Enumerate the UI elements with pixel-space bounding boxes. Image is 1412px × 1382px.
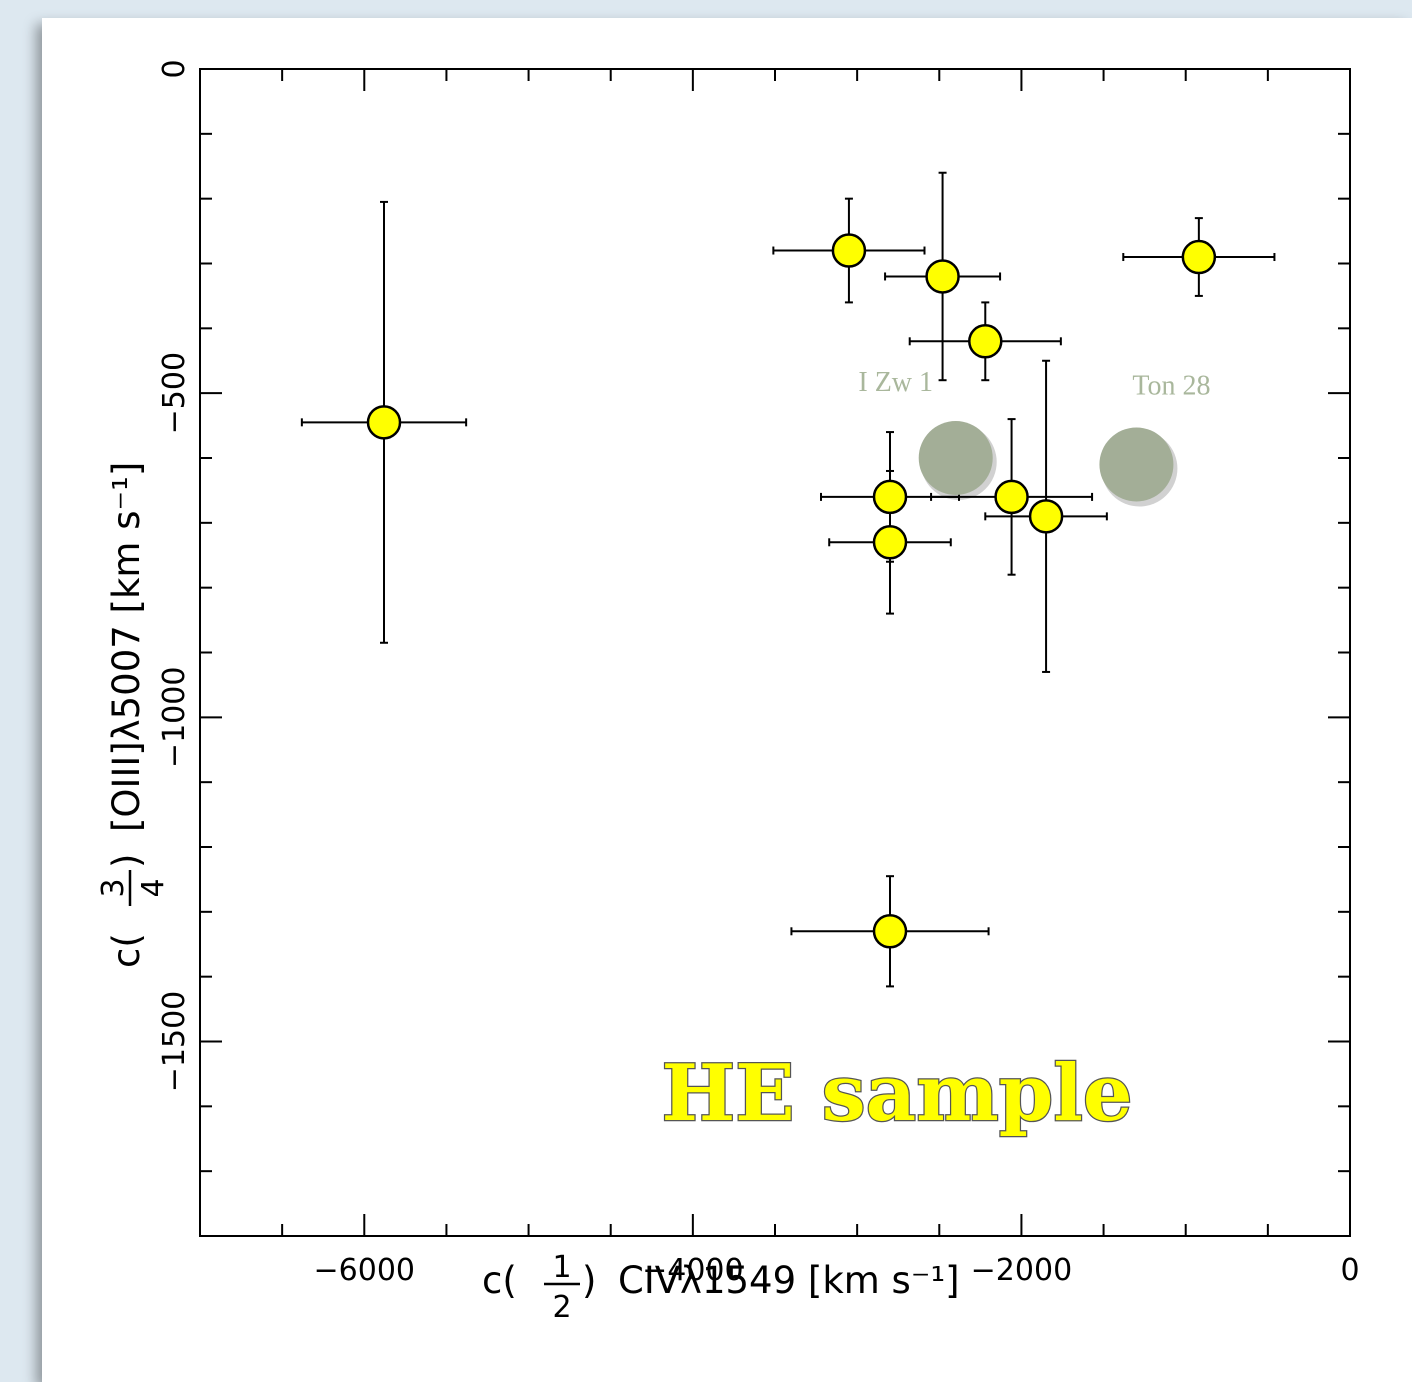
x-label-rest: CIVλ1549 [km s⁻¹] xyxy=(618,1259,960,1302)
x-tick-label: −6000 xyxy=(314,1253,415,1288)
data-point xyxy=(1181,239,1217,275)
data-point xyxy=(968,324,1003,359)
x-tick-label: −2000 xyxy=(971,1253,1072,1288)
y-tick-label: −1000 xyxy=(157,667,192,768)
x-label-den: 2 xyxy=(552,1290,571,1325)
scatter-chart: −6000 −4000 −2000 0 0 −500 −1000 −1500 I Zw 1 T… xyxy=(96,59,1360,1325)
x-label-num: 1 xyxy=(552,1250,571,1285)
x-tick-label: −4000 xyxy=(642,1253,743,1288)
y-tick-label: −500 xyxy=(157,352,192,434)
x-tick-label: 0 xyxy=(1340,1253,1359,1288)
y-label-num: 3 xyxy=(96,878,131,897)
error-bars xyxy=(300,171,1276,988)
x-label-close: ) xyxy=(582,1259,596,1302)
y-label-c: c( xyxy=(105,933,148,968)
data-point xyxy=(994,479,1029,515)
data-point xyxy=(872,914,908,949)
reference-point-label: I Zw 1 xyxy=(858,367,933,398)
reference-points: I Zw 1 Ton 28 xyxy=(858,367,1211,507)
reference-point-label: Ton 28 xyxy=(1132,370,1210,401)
data-point xyxy=(872,479,908,515)
axis-ticks xyxy=(199,68,1351,1237)
y-label-rest: [OIII]λ5007 [km s⁻¹] xyxy=(105,462,148,832)
data-point xyxy=(872,525,908,560)
y-tick-labels: 0 −500 −1000 −1500 xyxy=(157,59,192,1092)
y-axis-label: c( 3 4 ) [OIII]λ5007 [km s⁻¹] xyxy=(96,462,171,968)
data-point xyxy=(1028,499,1064,534)
he-sample-annotation: HE sample xyxy=(661,1048,1132,1139)
reference-point xyxy=(1099,427,1174,502)
x-axis-label: c( 1 2 ) CIVλ1549 [km s⁻¹] xyxy=(482,1250,960,1325)
data-point xyxy=(366,405,402,440)
y-tick-label: −1500 xyxy=(157,991,192,1092)
y-tick-label: 0 xyxy=(157,59,192,78)
reference-point xyxy=(918,421,993,495)
x-tick-labels: −6000 −4000 −2000 0 xyxy=(314,1253,1360,1288)
x-label-c: c( xyxy=(482,1259,517,1302)
data-point xyxy=(831,233,867,268)
y-label-den: 4 xyxy=(136,878,171,897)
figure-card: −6000 −4000 −2000 0 0 −500 −1000 −1500 I Zw 1 T… xyxy=(42,18,1412,1382)
y-label-close: ) xyxy=(105,854,148,868)
data-points xyxy=(366,233,1217,949)
data-point xyxy=(925,259,960,294)
